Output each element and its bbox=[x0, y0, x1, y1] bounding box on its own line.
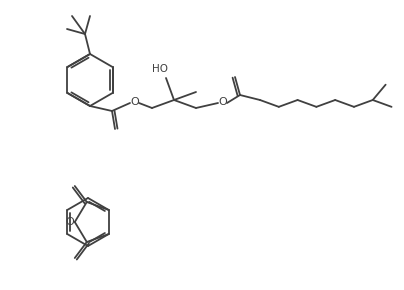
Text: O: O bbox=[130, 97, 139, 107]
Text: O: O bbox=[219, 97, 227, 107]
Text: HO: HO bbox=[152, 64, 168, 74]
Text: O: O bbox=[65, 217, 74, 227]
